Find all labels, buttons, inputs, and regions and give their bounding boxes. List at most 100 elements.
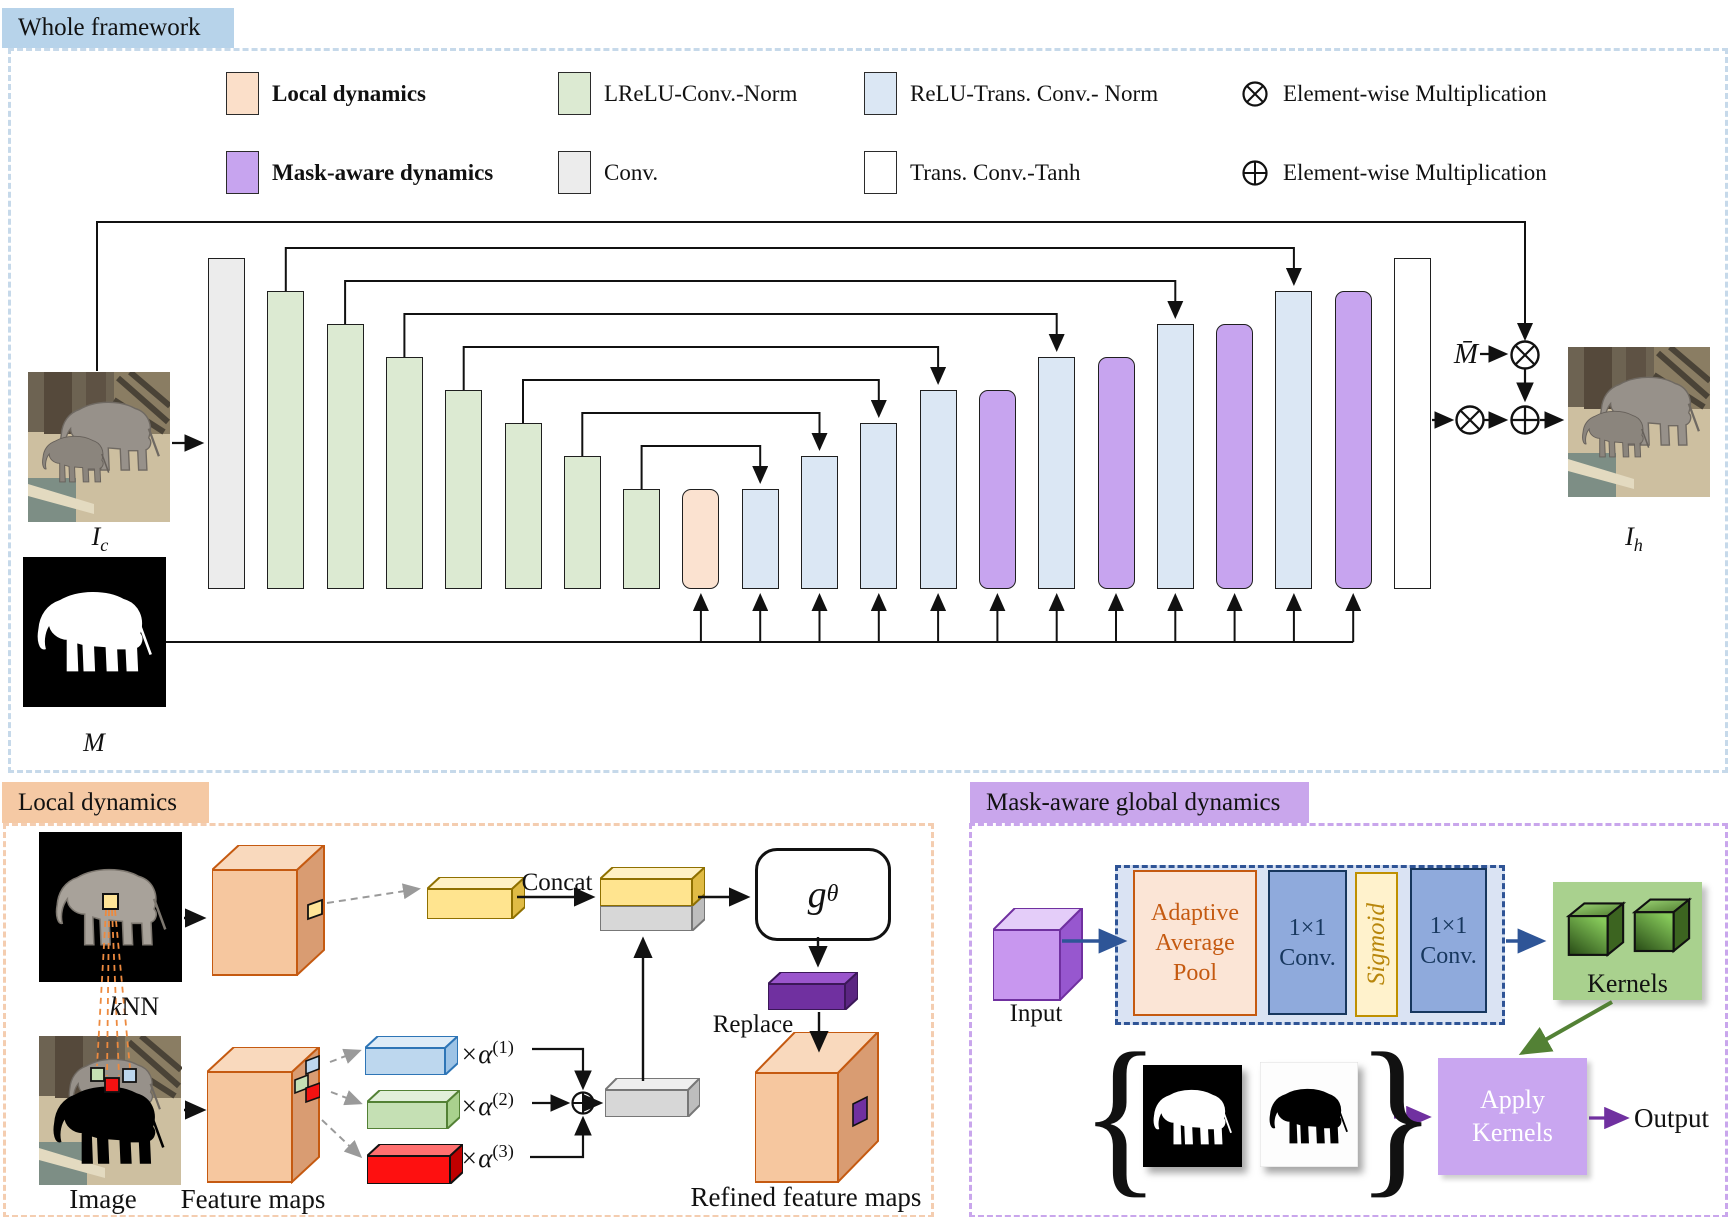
mask-aware-panel <box>969 823 1728 1217</box>
adaptive-average-pool-block: Adaptive Average Pool <box>1133 870 1257 1016</box>
layer-bar-local-8 <box>682 489 720 589</box>
layer-bar-lrelu-1 <box>267 291 305 589</box>
concat-label: Concat <box>521 869 593 896</box>
conv-1x1-block-1: 1×1 Conv. <box>1268 870 1347 1015</box>
feature-patch-red <box>305 1082 320 1104</box>
knn-patch-red <box>104 1077 120 1093</box>
feature-maps-label: Feature maps <box>180 1184 326 1214</box>
layer-bar-mask-19 <box>1334 291 1372 589</box>
legend-label: Local dynamics <box>272 80 426 106</box>
sigmoid-block: Sigmoid <box>1355 872 1398 1017</box>
otimes-icon <box>1242 80 1268 107</box>
layer-bar-lrelu-4 <box>445 390 483 589</box>
legend-swatch <box>864 72 897 115</box>
layer-bar-relu-14 <box>1038 357 1076 589</box>
input-image-ic <box>28 372 170 522</box>
legend-item-mask-aware-dynamics: Mask-aware dynamics <box>226 151 494 194</box>
layer-bar-lrelu-2 <box>326 324 364 589</box>
legend-label: Mask-aware dynamics <box>272 159 494 185</box>
alpha-blue-slab <box>365 1036 458 1075</box>
oplus-icon <box>1242 159 1268 186</box>
legend-label: ReLU-Trans. Conv.- Norm <box>910 80 1159 106</box>
left-brace: { <box>1080 1017 1161 1213</box>
layer-bar-mask-13 <box>978 390 1016 589</box>
whole-framework-tab: Whole framework <box>2 8 234 48</box>
replace-label: Replace <box>712 1011 794 1038</box>
layer-bar-relu-18 <box>1275 291 1313 589</box>
mask-aware-tab: Mask-aware global dynamics <box>970 782 1309 823</box>
feature-cube-top <box>212 845 325 976</box>
legend-label: Element-wise Multiplication <box>1283 159 1547 185</box>
conv-1x1-block-2: 1×1 Conv. <box>1410 868 1487 1013</box>
legend-label: Conv. <box>604 159 659 185</box>
replaced-patch-purple <box>852 1095 868 1128</box>
local-dynamics-title: Local dynamics <box>18 788 177 816</box>
layer-bar-lrelu-3 <box>385 357 423 589</box>
refined-feature-maps-label: Refined feature maps <box>690 1182 922 1212</box>
layer-bar-relu-9 <box>741 489 779 589</box>
mask-aware-title: Mask-aware global dynamics <box>986 788 1281 816</box>
knn-patch-green <box>90 1067 105 1082</box>
alpha-green-slab <box>367 1090 460 1129</box>
alpha-3-label: ×α(3) <box>460 1141 514 1173</box>
whole-framework-title: Whole framework <box>18 14 201 41</box>
legend-swatch <box>226 72 259 115</box>
legend-item-element-wise-mult-2: Element-wise Multiplication <box>1240 152 1547 193</box>
layer-bar-lrelu-7 <box>623 489 661 589</box>
legend-item-local-dynamics: Local dynamics <box>226 72 426 115</box>
legend-item-conv: Conv. <box>558 151 659 194</box>
layer-bar-relu-11 <box>860 423 898 589</box>
yellow-feature-slab <box>427 877 525 919</box>
legend-item-element-wise-mult: Element-wise Multiplication <box>1240 73 1547 114</box>
right-brace: } <box>1356 1017 1437 1213</box>
legend-swatch <box>226 151 259 194</box>
knn-patch-blue <box>122 1068 137 1083</box>
input-cube <box>993 908 1083 1001</box>
sum-gray-slab <box>605 1078 700 1117</box>
query-patch-marker <box>102 893 119 910</box>
ic-label: Ic <box>91 522 109 556</box>
local-dynamics-panel <box>3 823 934 1217</box>
kernels-label: Kernels <box>1587 968 1668 998</box>
layer-bar-lrelu-6 <box>563 456 601 589</box>
concat-yellow-slab <box>600 867 705 906</box>
input-mask-m <box>23 557 166 707</box>
legend-item-trans-conv-tanh: Trans. Conv.-Tanh <box>864 151 1081 194</box>
refined-feature-cube <box>755 1032 879 1183</box>
whole-framework-panel <box>8 48 1728 773</box>
knn-query-image <box>39 832 182 982</box>
layer-bar-conv-0 <box>208 258 245 589</box>
alpha-red-slab <box>367 1144 463 1184</box>
output-image-ih <box>1568 347 1710 497</box>
ih-label: Ih <box>1625 522 1643 556</box>
image-label: Image <box>69 1184 137 1214</box>
layer-bar-relu-10 <box>801 456 838 589</box>
mask-m-label: M <box>83 728 105 757</box>
legend-swatch <box>558 72 591 115</box>
legend-label: Trans. Conv.-Tanh <box>910 159 1081 185</box>
feature-cube-bottom <box>207 1047 320 1184</box>
legend-swatch <box>864 151 897 194</box>
legend-item-relu-trans-conv-norm: ReLU-Trans. Conv.- Norm <box>864 72 1159 115</box>
kernels-box: Kernels <box>1553 882 1702 1000</box>
alpha-1-label: ×α(1) <box>460 1037 514 1069</box>
alpha-2-label: ×α(2) <box>460 1089 514 1121</box>
legend-label: LReLU-Conv.-Norm <box>604 80 798 106</box>
layer-bar-tanh-20 <box>1394 258 1431 589</box>
layer-bar-mask-15 <box>1097 357 1135 589</box>
feature-patch-blue <box>305 1054 320 1076</box>
mbar-label: M̄ <box>1453 338 1478 370</box>
feature-patch-yellow <box>307 898 323 921</box>
mask-image-white <box>1260 1062 1358 1167</box>
layer-bar-mask-17 <box>1216 324 1254 589</box>
gtheta-purple-slab <box>768 972 858 1010</box>
apply-kernels-box: Apply Kernels <box>1438 1058 1587 1175</box>
legend-swatch <box>558 151 591 194</box>
legend-item-lrelu-conv-norm: LReLU-Conv.-Norm <box>558 72 798 115</box>
local-dynamics-tab: Local dynamics <box>2 782 209 823</box>
masked-image <box>39 1036 182 1185</box>
layer-bar-lrelu-5 <box>504 423 542 589</box>
layer-bar-relu-16 <box>1156 324 1194 589</box>
